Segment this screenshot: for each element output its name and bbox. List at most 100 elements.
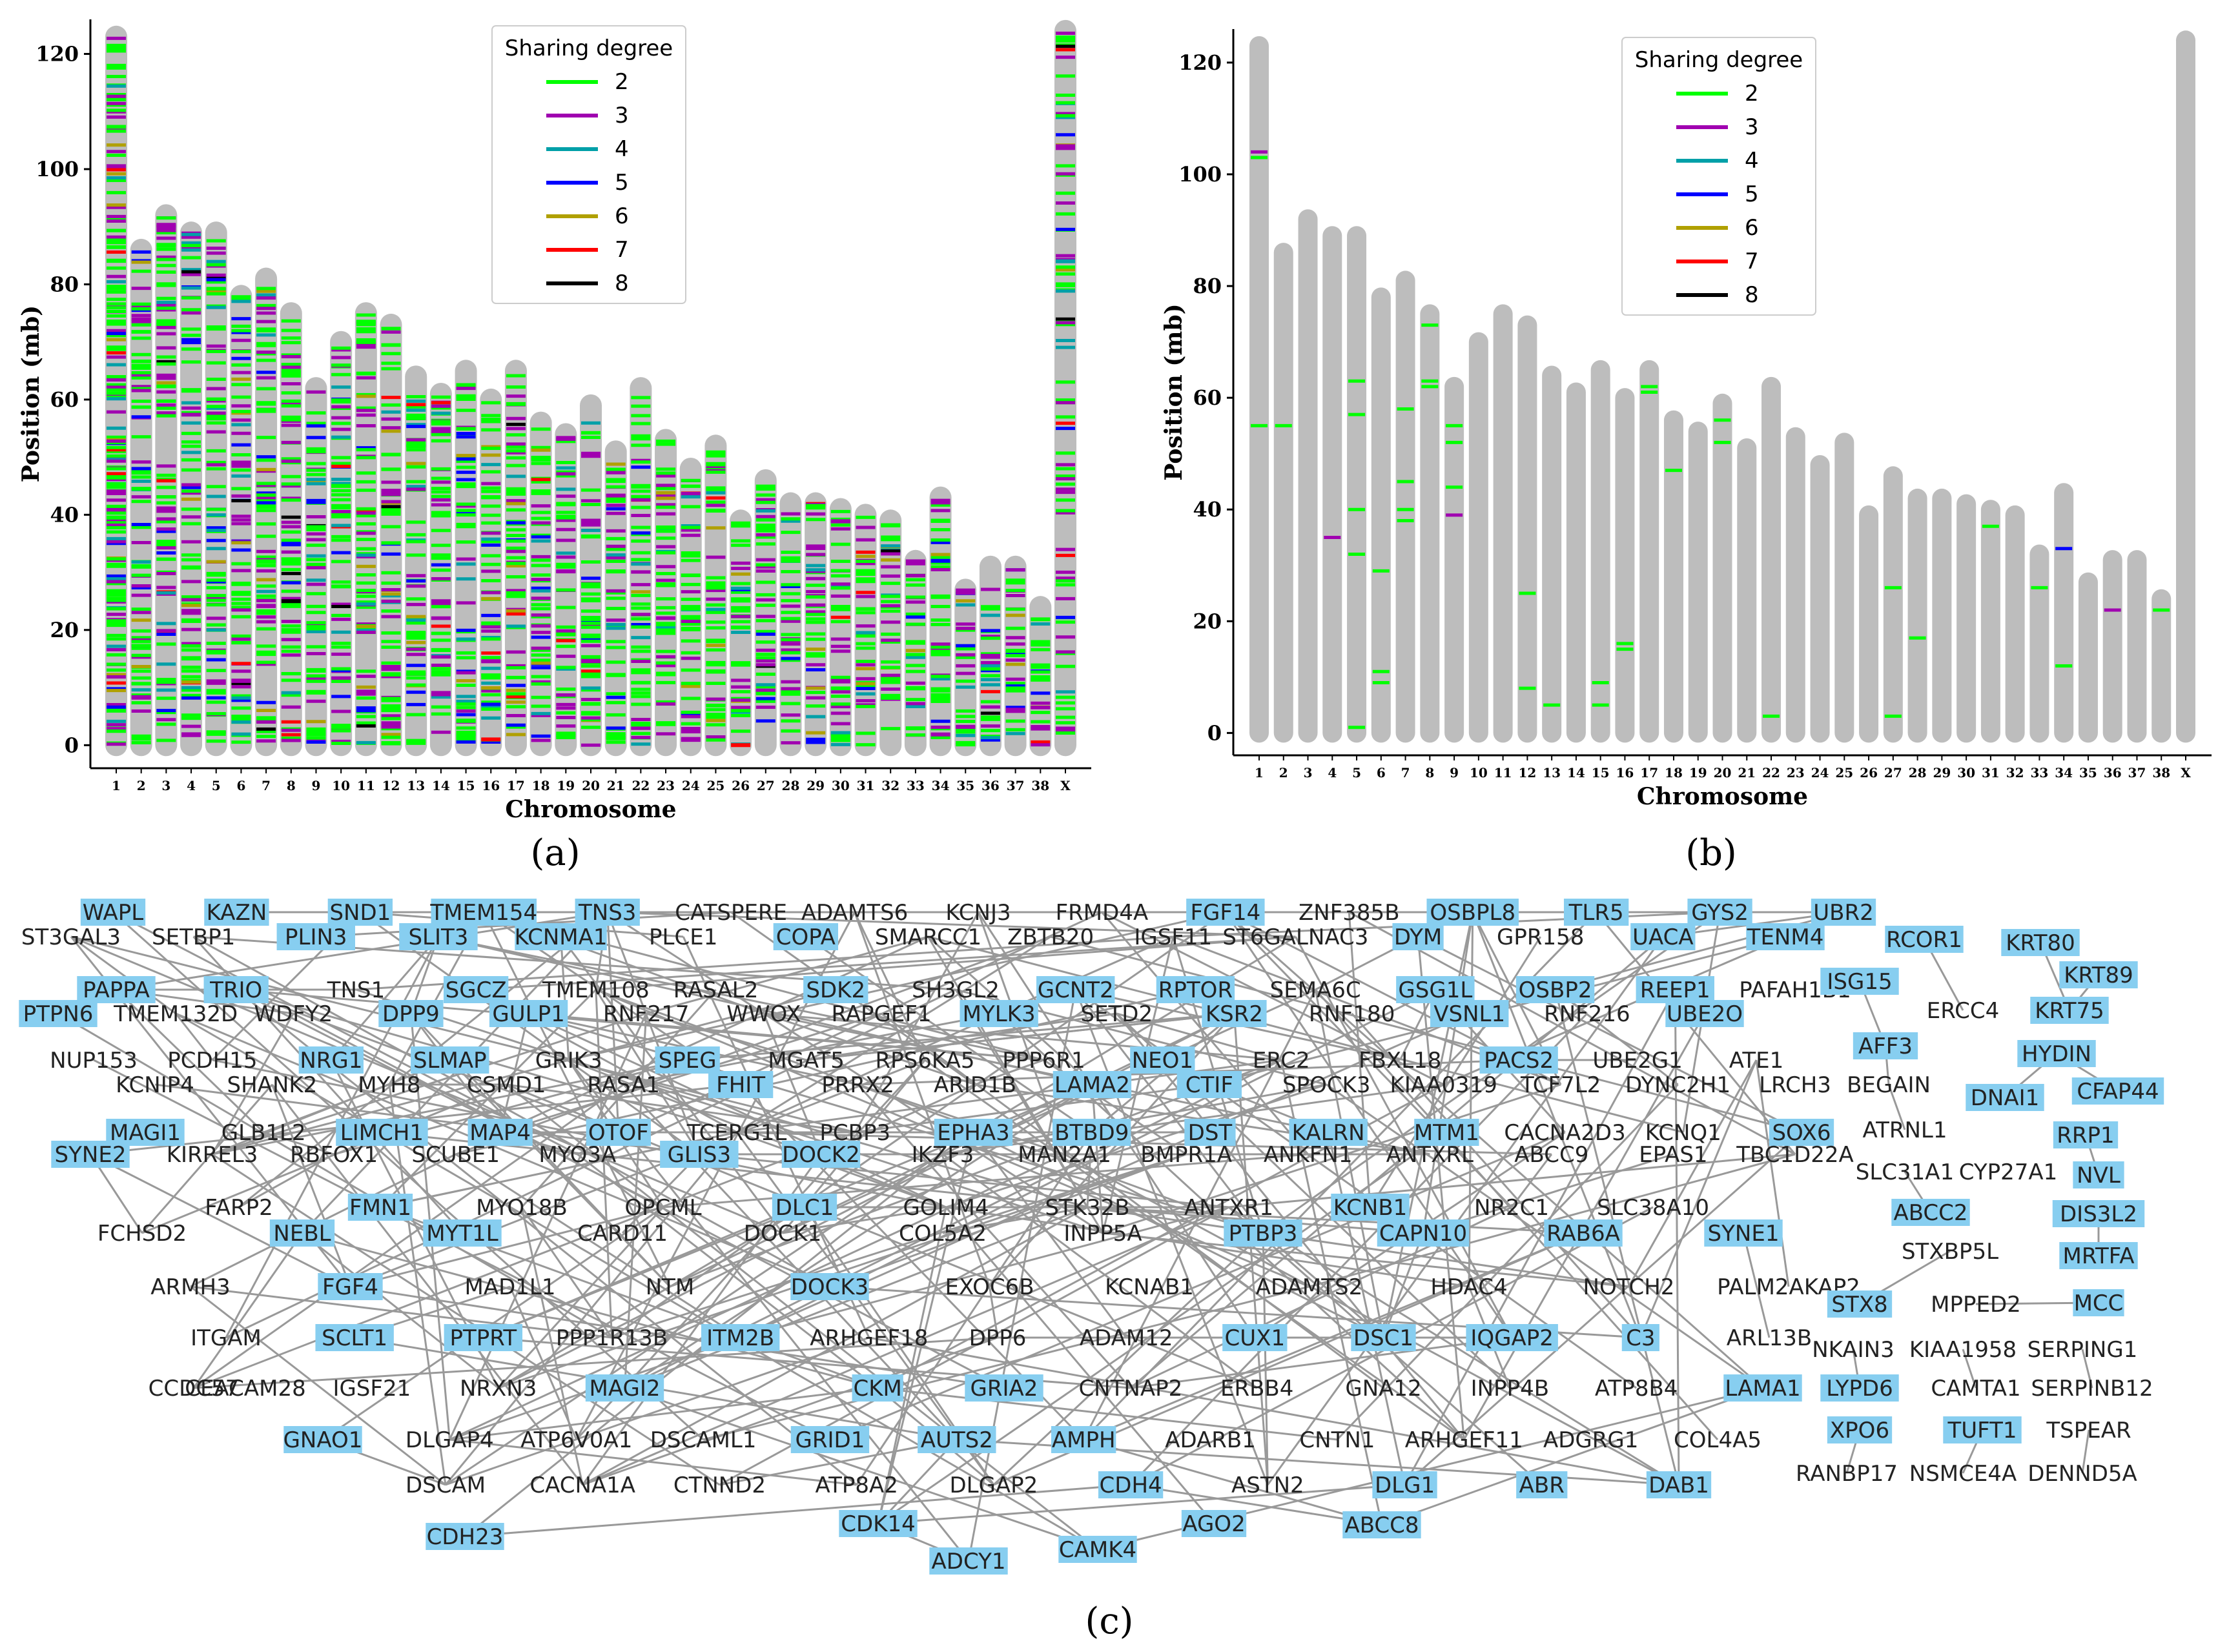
x-tick-label: 14 xyxy=(432,778,450,793)
gene-node-cacna2d3: CACNA2D3 xyxy=(1504,1120,1625,1146)
gene-label: ARHGEF18 xyxy=(810,1325,928,1351)
gene-node-kirrel3: KIRREL3 xyxy=(167,1142,258,1168)
x-tick-label: 27 xyxy=(757,778,775,793)
gene-node-krt75: KRT75 xyxy=(2030,997,2109,1024)
gene-node-box xyxy=(1331,1194,1410,1221)
gene-node-plin3: PLIN3 xyxy=(276,923,355,950)
x-tick-label: 7 xyxy=(262,778,271,793)
gene-node-rnf217: RNF217 xyxy=(603,1001,690,1027)
gene-label: SETBP1 xyxy=(152,924,235,950)
gene-node-gys2: GYS2 xyxy=(1687,899,1752,926)
gene-label: RBFOX1 xyxy=(290,1142,378,1168)
x-tick-label: 33 xyxy=(907,778,925,793)
gene-label: NRXN3 xyxy=(460,1376,537,1402)
x-tick-label: 36 xyxy=(2104,765,2122,780)
gene-node-map4: MAP4 xyxy=(467,1119,533,1146)
gene-node-kcnj3: KCNJ3 xyxy=(945,900,1011,926)
gene-node-opcml: OPCML xyxy=(624,1195,701,1221)
gene-node-slc31a1: SLC31A1 xyxy=(1856,1159,1954,1185)
gene-node-syne1: SYNE1 xyxy=(1704,1219,1783,1247)
gene-label: CUX1 xyxy=(1225,1325,1286,1351)
network-edge xyxy=(857,1083,1131,1389)
gene-node-lypd6: LYPD6 xyxy=(1820,1374,1899,1402)
gene-label: ERCC4 xyxy=(1927,998,2000,1024)
network-edge xyxy=(1639,1059,1758,1338)
gene-node-fchsd2: FCHSD2 xyxy=(98,1221,187,1247)
gene-node-antxrl: ANTXRL xyxy=(1386,1142,1474,1168)
x-tick-label: 13 xyxy=(1543,765,1561,780)
gene-node-ercc4: ERCC4 xyxy=(1927,998,2000,1024)
gene-label: OTOF xyxy=(588,1120,649,1146)
network-edge xyxy=(464,1484,1131,1538)
gene-label: SLC38A10 xyxy=(1597,1195,1709,1221)
gene-label: ERBB4 xyxy=(1220,1376,1293,1402)
gene-node-col5a2: COL5A2 xyxy=(899,1221,987,1247)
network-edge xyxy=(606,911,1104,1234)
gene-node-speg: SPEG xyxy=(655,1046,720,1074)
gene-node-box xyxy=(2073,1289,2124,1316)
gene-label: PRRX2 xyxy=(821,1072,894,1098)
gene-node-dsc1: DSC1 xyxy=(1351,1324,1416,1351)
gene-label: NEBL xyxy=(273,1221,331,1247)
gene-label: BMPR1A xyxy=(1140,1142,1232,1168)
gene-label: ABCC9 xyxy=(1514,1142,1588,1168)
gene-node-box xyxy=(1853,1032,1918,1059)
gene-node-adgrg1: ADGRG1 xyxy=(1543,1427,1638,1453)
gene-node-prrx2: PRRX2 xyxy=(821,1072,894,1098)
gene-node-dscaml1: DSCAML1 xyxy=(650,1427,757,1453)
gene-label: MAN2A1 xyxy=(1018,1142,1111,1168)
x-tick-label: 12 xyxy=(1518,765,1536,780)
network-edge xyxy=(520,1207,613,1338)
gene-node-slit3: SLIT3 xyxy=(399,923,478,950)
gene-node-csmd1: CSMD1 xyxy=(467,1072,546,1098)
network-edge xyxy=(1348,911,1796,1156)
gene-node-gria2: GRIA2 xyxy=(965,1374,1043,1402)
gene-node-dennd5a: DENND5A xyxy=(2028,1461,2137,1487)
network-edge xyxy=(70,935,177,1015)
gene-label: DLG1 xyxy=(1375,1473,1435,1498)
gene-label: EPAS1 xyxy=(1639,1142,1707,1168)
gene-node-box xyxy=(2071,1077,2164,1105)
gene-label: ANTXRL xyxy=(1386,1142,1474,1168)
panel-c-network: WAPL KAZN SND1 TMEM154 TNS3 CATSPERE ADAMTS6 KC… xyxy=(19,899,2164,1575)
gene-node-limch1: LIMCH1 xyxy=(336,1119,428,1146)
x-tick-label: 18 xyxy=(1665,765,1683,780)
gene-label: RASA1 xyxy=(587,1072,660,1098)
gene-node-tenm4: TENM4 xyxy=(1746,923,1825,950)
x-tick-label: 11 xyxy=(1494,765,1512,780)
x-tick-label: 28 xyxy=(782,778,800,793)
gene-node-bmpr1a: BMPR1A xyxy=(1140,1142,1232,1168)
gene-node-kiaa0319: KIAA0319 xyxy=(1390,1072,1497,1098)
gene-label: DNAI1 xyxy=(1971,1085,2040,1111)
gene-label: IQGAP2 xyxy=(1470,1325,1554,1351)
gene-label: SCUBE1 xyxy=(411,1142,500,1168)
gene-node-plce1: PLCE1 xyxy=(649,924,717,950)
gene-label: OSBPL8 xyxy=(1430,900,1515,926)
gene-node-igsf21: IGSF21 xyxy=(333,1376,411,1402)
gene-label: KSR2 xyxy=(1206,1001,1263,1027)
x-tick-label: 30 xyxy=(832,778,850,793)
gene-node-abcc9: ABCC9 xyxy=(1514,1142,1588,1168)
x-tick-label: 6 xyxy=(236,778,245,793)
x-axis-label: Chromosome xyxy=(1637,783,1808,810)
gene-label: CNTN1 xyxy=(1299,1427,1375,1453)
x-tick-label: 10 xyxy=(1470,765,1488,780)
gene-node-inpp4b: INPP4B xyxy=(1471,1376,1549,1402)
gene-node-adamts6: ADAMTS6 xyxy=(801,900,908,926)
network-edge xyxy=(763,1012,976,1086)
gene-node-krt89: KRT89 xyxy=(2059,961,2138,988)
network-edge xyxy=(1417,936,1465,1440)
network-edge xyxy=(662,1153,1308,1208)
gene-label: ABCC8 xyxy=(1344,1513,1419,1538)
gene-node-itm2b: ITM2B xyxy=(701,1324,780,1351)
gene-label: ADGRG1 xyxy=(1543,1427,1638,1453)
gene-node-camta1: CAMTA1 xyxy=(1931,1376,2020,1402)
gene-node-ankfn1: ANKFN1 xyxy=(1264,1142,1353,1168)
gene-node-dpp6: DPP6 xyxy=(969,1325,1027,1351)
gene-node-box xyxy=(1827,1416,1893,1443)
gene-node-stx8: STX8 xyxy=(1827,1290,1893,1318)
gene-node-abcc8: ABCC8 xyxy=(1342,1511,1421,1538)
gene-node-mrtfa: MRTFA xyxy=(2059,1242,2138,1269)
gene-label: KCNQ1 xyxy=(1645,1120,1721,1146)
x-tick-label: 30 xyxy=(1957,765,1975,780)
